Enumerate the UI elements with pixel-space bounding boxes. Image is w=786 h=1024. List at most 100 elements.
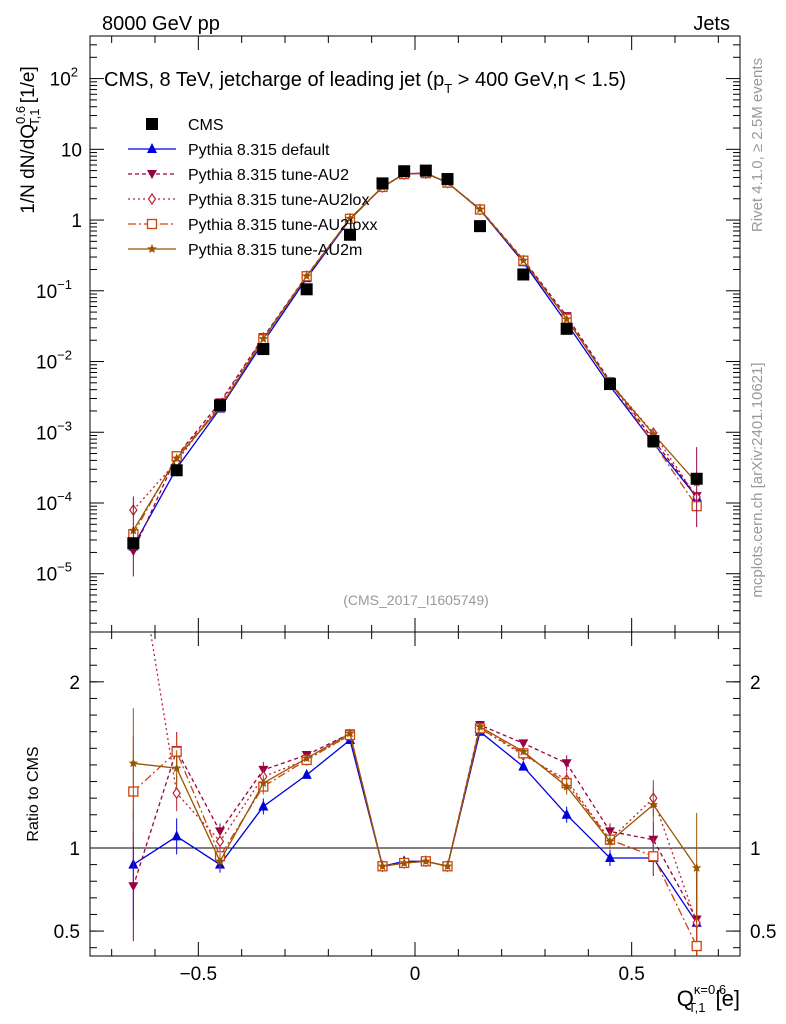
main-ytick-label: 10−4 bbox=[36, 489, 72, 515]
main-series-group bbox=[127, 164, 703, 577]
ratio-point-au2 bbox=[518, 739, 529, 749]
main-point-cms bbox=[127, 537, 140, 550]
ratio-point-au2m bbox=[648, 799, 659, 809]
ratio-point-au2m bbox=[561, 781, 572, 791]
main-point-cms bbox=[560, 322, 573, 335]
analysis-id: (CMS_2017_I1605749) bbox=[343, 592, 489, 608]
main-point-cms bbox=[214, 399, 226, 412]
legend-label-au2lox: Pythia 8.315 tune-AU2lox bbox=[188, 192, 369, 209]
main-ylabel: 1/N dN/dQ0.6T,1 [1/e] bbox=[13, 66, 42, 213]
ratio-axis-ticks: 0.5 0.5 1 1 2 2 −0.5 0 0.5 bbox=[54, 632, 776, 985]
main-point-au2m bbox=[171, 453, 182, 463]
ratio-ytick-label-right: 1 bbox=[750, 839, 761, 860]
main-ytick-label: 10−3 bbox=[36, 418, 72, 444]
ratio-ytick-label-right: 0.5 bbox=[750, 922, 776, 943]
main-point-cms bbox=[419, 164, 432, 177]
main-axis-ticks: 10−5 10−4 10−3 10−2 10−1 1 10 102 bbox=[36, 35, 740, 632]
ratio-point-au2 bbox=[128, 882, 139, 892]
ratio-point-au2m bbox=[691, 862, 702, 872]
ratio-point-au2m bbox=[258, 778, 269, 788]
main-series-au2 bbox=[132, 172, 698, 552]
xlabel: Qκ=0.6 T,1 [e] bbox=[677, 982, 740, 1015]
main-point-cms bbox=[170, 464, 183, 477]
main-point-cms bbox=[398, 165, 411, 178]
ratio-point-au2m bbox=[345, 728, 355, 738]
ratio-point-default bbox=[561, 808, 572, 819]
ratio-point-au2m bbox=[377, 861, 388, 871]
main-ytick-label: 102 bbox=[50, 65, 78, 91]
legend-marker-default bbox=[147, 143, 157, 153]
legend-marker-au2lox bbox=[147, 192, 157, 206]
ratio-point-au2lox bbox=[172, 787, 181, 800]
ratio-series-group bbox=[128, 632, 702, 956]
main-point-au2m bbox=[561, 314, 572, 324]
main-point-cms bbox=[376, 177, 389, 190]
ratio-xtick-label: 0 bbox=[410, 964, 421, 985]
legend-label-au2m: Pythia 8.315 tune-AU2m bbox=[188, 242, 362, 259]
main-point-cms bbox=[517, 268, 530, 281]
main-point-cms bbox=[257, 343, 270, 356]
header-jets: Jets bbox=[693, 13, 730, 35]
ratio-point-au2loxx bbox=[648, 851, 659, 862]
main-series-au2m bbox=[132, 172, 698, 531]
rivet-label: Rivet 4.1.0, ≥ 2.5M events bbox=[749, 58, 766, 232]
ratio-panel-frame bbox=[89, 631, 741, 957]
ratio-point-au2m bbox=[215, 856, 225, 866]
ratio-series-au2 bbox=[132, 724, 698, 920]
ratio-point-au2m bbox=[605, 836, 615, 846]
main-ytick-label: 1 bbox=[71, 211, 82, 232]
legend: CMS Pythia 8.315 default Pythia 8.315 tune… bbox=[128, 117, 377, 259]
legend-label-cms: CMS bbox=[188, 117, 224, 134]
ratio-point-default bbox=[605, 851, 615, 862]
ratio-xtick-label: 0.5 bbox=[618, 964, 644, 985]
ratio-point-au2lox bbox=[215, 835, 225, 848]
ratio-xtick-label: −0.5 bbox=[180, 964, 218, 985]
legend-marker-au2m bbox=[147, 244, 157, 253]
ratio-point-default bbox=[258, 800, 269, 811]
ratio-series-default bbox=[132, 730, 698, 924]
ratio-point-au2m bbox=[171, 763, 182, 773]
ratio-point-au2m bbox=[518, 746, 529, 756]
mcplots-label: mcplots.cern.ch [arXiv:2401.10621] bbox=[749, 362, 766, 597]
main-point-cms bbox=[690, 472, 703, 485]
legend-marker-cms bbox=[146, 118, 158, 130]
ratio-point-au2m bbox=[421, 856, 431, 866]
legend-label-au2: Pythia 8.315 tune-AU2 bbox=[188, 167, 349, 184]
main-ytick-label: 10−1 bbox=[36, 277, 72, 303]
ratio-point-au2m bbox=[301, 753, 312, 763]
ratio-point-au2loxx bbox=[691, 940, 702, 952]
ratio-plot-area bbox=[128, 632, 702, 956]
ratio-point-au2 bbox=[215, 827, 225, 837]
main-point-cms bbox=[474, 220, 486, 233]
main-point-cms bbox=[604, 378, 616, 391]
main-ytick-label: 10−5 bbox=[36, 560, 72, 586]
main-point-au2m bbox=[345, 213, 355, 223]
main-point-cms bbox=[647, 435, 660, 448]
ratio-ytick-label: 0.5 bbox=[54, 922, 80, 943]
ratio-point-default bbox=[171, 830, 182, 841]
header-energy: 8000 GeV pp bbox=[102, 13, 220, 35]
main-ytick-label: 10 bbox=[61, 140, 82, 161]
ratio-point-au2 bbox=[561, 759, 572, 769]
ratio-point-au2m bbox=[475, 721, 485, 731]
ratio-ytick-label: 2 bbox=[69, 673, 80, 694]
ratio-point-default bbox=[518, 760, 529, 771]
ratio-series-au2lox bbox=[149, 632, 698, 924]
main-ytick-label: 10−2 bbox=[36, 348, 72, 374]
ratio-point-au2m bbox=[399, 858, 409, 867]
legend-marker-au2 bbox=[147, 170, 157, 179]
legend-label-au2loxx: Pythia 8.315 tune-AU2loxx bbox=[188, 217, 377, 234]
legend-marker-au2loxx bbox=[146, 218, 158, 230]
legend-label-default: Pythia 8.315 default bbox=[188, 142, 330, 159]
main-point-au2m bbox=[301, 271, 312, 281]
ratio-point-au2m bbox=[442, 861, 453, 871]
ratio-ytick-label-right: 2 bbox=[750, 673, 761, 694]
main-point-cms bbox=[441, 173, 454, 186]
ratio-point-au2m bbox=[128, 758, 139, 768]
main-point-au2m bbox=[518, 255, 529, 265]
main-point-cms bbox=[300, 283, 313, 296]
ratio-ytick-label: 1 bbox=[69, 839, 80, 860]
main-point-au2m bbox=[258, 333, 269, 343]
ratio-ylabel: Ratio to CMS bbox=[25, 746, 42, 841]
